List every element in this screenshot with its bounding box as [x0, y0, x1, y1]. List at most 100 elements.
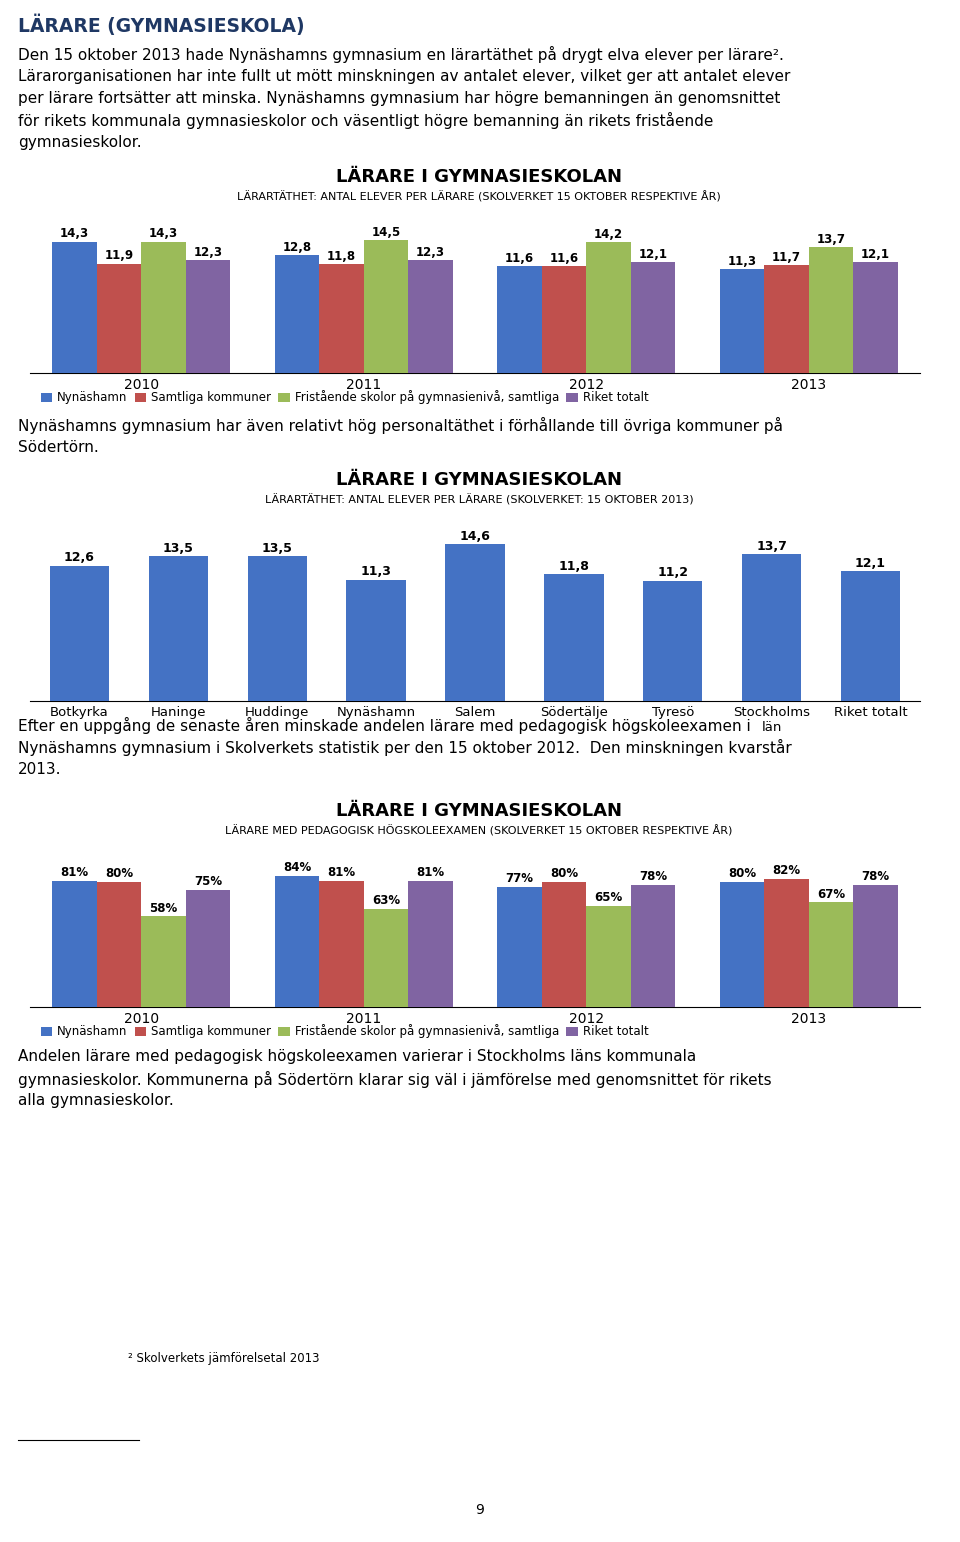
Text: 12,8: 12,8: [282, 241, 312, 254]
Text: alla gymnasieskolor.: alla gymnasieskolor.: [18, 1093, 174, 1109]
Bar: [364, 239, 408, 373]
Bar: [497, 887, 541, 1007]
Bar: [631, 262, 675, 373]
Text: 58%: 58%: [150, 902, 178, 914]
Bar: [408, 261, 453, 373]
Text: Efter en uppgång de senaste åren minskade andelen lärare med pedagogisk högskole: Efter en uppgång de senaste åren minskad…: [18, 717, 751, 734]
Text: gymnasieskolor. Kommunerna på Södertörn klarar sig väl i jämförelse med genomsni: gymnasieskolor. Kommunerna på Södertörn …: [18, 1070, 772, 1087]
Text: 11,2: 11,2: [658, 566, 688, 580]
Text: Den 15 oktober 2013 hade Nynäshamns gymnasium en lärartäthet på drygt elva eleve: Den 15 oktober 2013 hade Nynäshamns gymn…: [18, 46, 784, 63]
Bar: [275, 876, 320, 1007]
Bar: [742, 554, 802, 702]
Text: 84%: 84%: [283, 860, 311, 874]
Text: per lärare fortsätter att minska. Nynäshamns gymnasium har högre bemanningen än : per lärare fortsätter att minska. Nynäsh…: [18, 91, 780, 105]
Bar: [808, 902, 853, 1007]
Legend: Nynäshamn, Samtliga kommuner, Fristående skolor på gymnasienivå, samtliga, Riket: Nynäshamn, Samtliga kommuner, Fristående…: [36, 386, 653, 409]
Text: LÄRARTÄTHET: ANTAL ELEVER PER LÄRARE (SKOLVERKET 15 OKTOBER RESPEKTIVE ÅR): LÄRARTÄTHET: ANTAL ELEVER PER LÄRARE (SK…: [237, 191, 721, 202]
Text: 78%: 78%: [639, 870, 667, 884]
Bar: [52, 242, 97, 373]
Text: 81%: 81%: [327, 865, 355, 879]
Text: LÄRARE (GYMNASIESKOLA): LÄRARE (GYMNASIESKOLA): [18, 14, 304, 35]
Text: ² Skolverkets jämförelsetal 2013: ² Skolverkets jämförelsetal 2013: [128, 1352, 320, 1365]
Text: 80%: 80%: [105, 867, 133, 880]
Bar: [185, 261, 230, 373]
Bar: [541, 267, 587, 373]
Text: 13,5: 13,5: [262, 541, 293, 555]
Bar: [364, 908, 408, 1007]
Text: 12,1: 12,1: [855, 557, 886, 571]
Text: 12,1: 12,1: [638, 248, 667, 261]
Bar: [445, 544, 505, 702]
Bar: [141, 916, 185, 1007]
Bar: [497, 267, 541, 373]
Text: gymnasieskolor.: gymnasieskolor.: [18, 134, 142, 150]
Text: 13,7: 13,7: [817, 233, 846, 245]
Bar: [587, 905, 631, 1007]
Text: 80%: 80%: [550, 867, 578, 880]
Text: 78%: 78%: [861, 870, 890, 884]
Text: 12,1: 12,1: [861, 248, 890, 261]
Bar: [347, 580, 406, 702]
Text: LÄRARTÄTHET: ANTAL ELEVER PER LÄRARE (SKOLVERKET: 15 OKTOBER 2013): LÄRARTÄTHET: ANTAL ELEVER PER LÄRARE (SK…: [265, 495, 693, 506]
Bar: [141, 242, 185, 373]
Bar: [841, 571, 900, 702]
Text: LÄRARE I GYMNASIESKOLAN: LÄRARE I GYMNASIESKOLAN: [336, 802, 622, 820]
Text: 81%: 81%: [60, 865, 88, 879]
Bar: [587, 242, 631, 373]
Text: 13,5: 13,5: [163, 541, 194, 555]
Text: LÄRARE I GYMNASIESKOLAN: LÄRARE I GYMNASIESKOLAN: [336, 168, 622, 187]
Text: 65%: 65%: [594, 891, 623, 904]
Text: 80%: 80%: [728, 867, 756, 880]
Bar: [808, 247, 853, 373]
Text: 67%: 67%: [817, 888, 845, 901]
Text: 77%: 77%: [506, 871, 534, 885]
Text: 12,3: 12,3: [194, 245, 223, 259]
Legend: Nynäshamn, Samtliga kommuner, Fristående skolor på gymnasienivå, samtliga, Riket: Nynäshamn, Samtliga kommuner, Fristående…: [36, 1019, 653, 1044]
Text: 12,3: 12,3: [416, 245, 445, 259]
Bar: [764, 265, 808, 373]
Text: Södertörn.: Södertörn.: [18, 439, 99, 455]
Text: 75%: 75%: [194, 874, 222, 888]
Text: 14,6: 14,6: [460, 530, 491, 543]
Text: Andelen lärare med pedagogisk högskoleexamen varierar i Stockholms läns kommunal: Andelen lärare med pedagogisk högskoleex…: [18, 1050, 696, 1064]
Bar: [408, 880, 453, 1007]
Bar: [97, 882, 141, 1007]
Text: 82%: 82%: [773, 864, 801, 877]
Bar: [853, 262, 898, 373]
Text: LÄRARE I GYMNASIESKOLAN: LÄRARE I GYMNASIESKOLAN: [336, 470, 622, 489]
Bar: [50, 566, 109, 702]
Text: 11,8: 11,8: [559, 560, 589, 574]
Text: 12,6: 12,6: [64, 552, 95, 564]
Bar: [320, 265, 364, 373]
Text: 14,5: 14,5: [372, 225, 400, 239]
Text: LÄRARE MED PEDAGOGISK HÖGSKOLEEXAMEN (SKOLVERKET 15 OKTOBER RESPEKTIVE ÅR): LÄRARE MED PEDAGOGISK HÖGSKOLEEXAMEN (SK…: [226, 825, 732, 837]
Text: 2013.: 2013.: [18, 762, 61, 777]
Text: 14,3: 14,3: [60, 227, 89, 241]
Text: 11,7: 11,7: [772, 251, 801, 264]
Text: 81%: 81%: [417, 865, 444, 879]
Bar: [544, 574, 604, 702]
Text: 14,3: 14,3: [149, 227, 178, 241]
Text: 9: 9: [475, 1503, 485, 1517]
Text: 11,8: 11,8: [327, 250, 356, 264]
Text: 63%: 63%: [372, 894, 400, 907]
Text: 14,2: 14,2: [594, 228, 623, 241]
Text: Nynäshamns gymnasium har även relativt hög personaltäthet i förhållande till övr: Nynäshamns gymnasium har även relativt h…: [18, 416, 783, 433]
Text: 11,6: 11,6: [549, 253, 579, 265]
Bar: [149, 557, 208, 702]
Text: Lärarorganisationen har inte fullt ut mött minskningen av antalet elever, vilket: Lärarorganisationen har inte fullt ut mö…: [18, 68, 790, 83]
Text: 11,6: 11,6: [505, 253, 534, 265]
Text: Nynäshamns gymnasium i Skolverkets statistik per den 15 oktober 2012.  Den minsk: Nynäshamns gymnasium i Skolverkets stati…: [18, 739, 792, 756]
Bar: [320, 880, 364, 1007]
Bar: [764, 879, 808, 1007]
Bar: [631, 885, 675, 1007]
Bar: [720, 882, 764, 1007]
Text: för rikets kommunala gymnasieskolor och väsentligt högre bemanning än rikets fri: för rikets kommunala gymnasieskolor och …: [18, 111, 713, 128]
Bar: [643, 581, 703, 702]
Bar: [52, 880, 97, 1007]
Text: 11,3: 11,3: [361, 566, 392, 578]
Bar: [248, 557, 307, 702]
Text: 13,7: 13,7: [756, 540, 787, 552]
Bar: [97, 264, 141, 373]
Bar: [185, 890, 230, 1007]
